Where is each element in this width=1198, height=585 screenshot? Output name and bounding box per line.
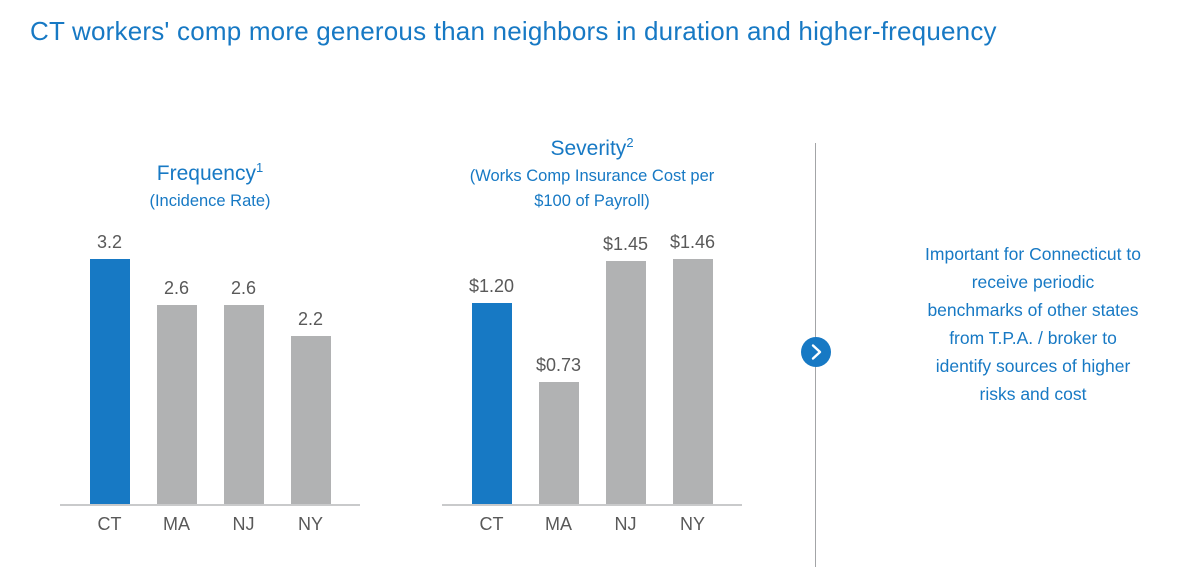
value-label-ct: $1.20: [468, 276, 515, 296]
bar-column-nj: $1.45: [602, 234, 649, 504]
category-label-ma: MA: [545, 514, 572, 534]
category-label-ct: CT: [97, 514, 122, 534]
bar-column-ma: 2.6: [156, 278, 197, 504]
value-label-nj: 2.6: [230, 278, 257, 298]
chart-title: Frequency1: [60, 153, 360, 189]
bar-column-ny: 2.2: [290, 309, 331, 504]
bar-ct: [471, 303, 512, 504]
value-label-ny: 2.2: [297, 309, 324, 329]
bar-ny: [672, 259, 713, 504]
bar-nj: [605, 261, 646, 504]
bar-ct: [89, 259, 130, 504]
bar-ma: [538, 382, 579, 504]
bar-ma: [156, 305, 197, 504]
x-axis-line: [60, 504, 360, 506]
bar-ny: [290, 336, 331, 504]
chart-subtitle: (Incidence Rate): [149, 192, 271, 210]
category-label-ny: NY: [679, 514, 705, 534]
category-labels: CT MA NJ NY: [442, 514, 742, 535]
value-label-nj: $1.45: [602, 234, 649, 254]
bar-column-ct: 3.2: [89, 232, 130, 504]
value-label-ct: 3.2: [96, 232, 123, 252]
value-label-ma: $0.73: [535, 355, 582, 375]
bar-column-ny: $1.46: [669, 232, 716, 504]
chart-title-text: Frequency: [156, 162, 256, 185]
category-label-ct: CT: [479, 514, 504, 534]
chart-title: Severity2: [442, 128, 742, 164]
bar-nj: [223, 305, 264, 504]
category-label-nj: NJ: [614, 514, 637, 534]
severity-chart: Severity2 (Works Comp Insurance Cost per…: [442, 128, 742, 535]
bar-column-ma: $0.73: [535, 355, 582, 504]
plot-area: $1.20 $0.73 $1.45 $1.46: [442, 232, 742, 504]
page-title: CT workers' comp more generous than neig…: [30, 16, 997, 46]
value-label-ny: $1.46: [669, 232, 716, 252]
category-label-nj: NJ: [232, 514, 255, 534]
frequency-chart: Frequency1 (Incidence Rate) 3.2 2.6 2.6 2.2…: [60, 153, 360, 535]
category-label-ma: MA: [163, 514, 190, 534]
callout-text: Important for Connecticut to receive per…: [925, 244, 1141, 404]
plot-area: 3.2 2.6 2.6 2.2: [60, 232, 360, 504]
chart-title-footnote: 1: [255, 160, 264, 175]
bar-column-nj: 2.6: [223, 278, 264, 504]
category-label-ny: NY: [297, 514, 323, 534]
chart-title-text: Severity: [550, 137, 627, 160]
chart-title-footnote: 2: [626, 135, 634, 150]
x-axis-line: [442, 504, 742, 506]
chart-subtitle: (Works Comp Insurance Cost per $100 of P…: [469, 167, 715, 210]
bar-column-ct: $1.20: [468, 276, 515, 504]
chevron-right-icon: [801, 337, 831, 367]
category-labels: CT MA NJ NY: [60, 514, 360, 535]
value-label-ma: 2.6: [163, 278, 190, 298]
